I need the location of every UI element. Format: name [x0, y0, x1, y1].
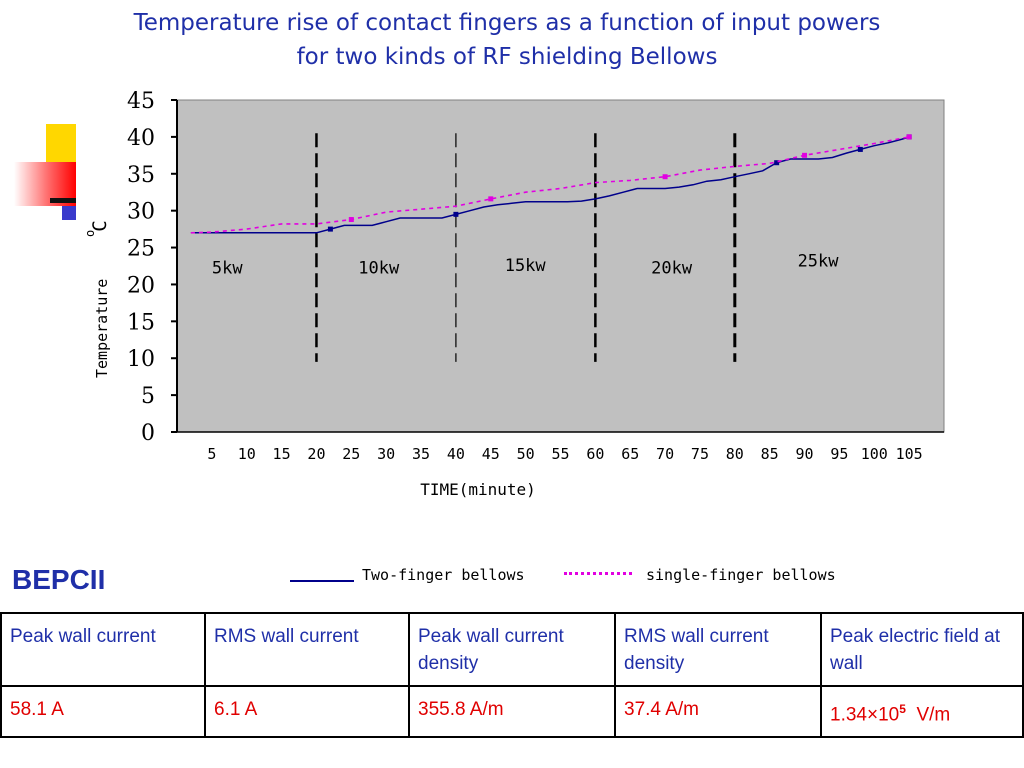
- two-finger-series-line: [190, 136, 910, 234]
- single-finger-point: [662, 174, 668, 180]
- legend-dotted-line: [564, 572, 632, 575]
- x-tick-label: 35: [412, 445, 430, 463]
- y-ticks: 0 5 10 15 20 25 30 35 40 45: [127, 89, 177, 446]
- y-tick-label: 15: [127, 310, 155, 335]
- two-finger-point: [453, 211, 459, 217]
- phase-label: 15kw: [505, 256, 547, 276]
- x-tick-label: 75: [691, 445, 709, 463]
- single-finger-point: [488, 196, 494, 202]
- y-axis-label: Temperature: [93, 279, 111, 378]
- table-header-row: Peak wall current RMS wall current Peak …: [0, 611, 1024, 688]
- header-rms-wall-current: RMS wall current: [204, 611, 410, 688]
- x-tick-label: 70: [656, 445, 674, 463]
- x-tick-label: 65: [621, 445, 639, 463]
- single-finger-point: [802, 152, 808, 158]
- value-peak-wall-current-density: 355.8 A/m: [408, 685, 616, 738]
- y-tick-label: 45: [127, 89, 155, 114]
- celsius-letter: C: [89, 220, 111, 231]
- title-line-1: Temperature rise of contact fingers as a…: [133, 10, 881, 36]
- slide-title: Temperature rise of contact fingers as a…: [0, 6, 1014, 74]
- two-finger-point: [327, 226, 333, 232]
- phase-labels: 5kw 10kw 15kw 20kw 25kw: [212, 252, 839, 279]
- series-group: [190, 134, 912, 234]
- x-tick-label: 90: [796, 445, 814, 463]
- phase-boundaries: [315, 133, 737, 362]
- single-finger-point: [348, 217, 354, 223]
- x-tick-label: 85: [761, 445, 779, 463]
- header-peak-wall-current: Peak wall current: [0, 611, 206, 688]
- title-line-2: for two kinds of RF shielding Bellows: [296, 44, 718, 70]
- decor-blue-square: [62, 206, 76, 220]
- y-tick-label: 10: [127, 347, 155, 372]
- plot-area: [176, 99, 945, 433]
- phase-label: 10kw: [358, 258, 400, 278]
- phase-label: 20kw: [651, 258, 693, 278]
- bepcii-label: BEPCII: [12, 564, 106, 595]
- temperature-chart: 0 5 10 15 20 25 30 35 40 45 5 10 15 20 25 30 35 40 45 50 55…: [83, 89, 945, 499]
- value-rms-wall-current: 6.1 A: [204, 685, 410, 738]
- x-tick-label: 30: [377, 445, 395, 463]
- x-tick-label: 60: [586, 445, 604, 463]
- y-tick-label: 40: [127, 126, 155, 151]
- efield-unit: V/m: [916, 704, 951, 726]
- efield-mantissa: 1.34×10: [830, 704, 900, 726]
- x-tick-label: 10: [238, 445, 256, 463]
- legend-two-finger-label: Two-finger bellows: [362, 566, 525, 584]
- degree-symbol: o: [83, 230, 97, 237]
- parameter-table: Peak wall current RMS wall current Peak …: [0, 611, 1024, 738]
- single-finger-series-line: [190, 136, 910, 234]
- x-tick-label: 105: [896, 445, 923, 463]
- y-tick-label: 35: [127, 163, 155, 188]
- decor-yellow-square: [46, 124, 76, 164]
- x-tick-label: 15: [273, 445, 291, 463]
- value-rms-wall-current-density: 37.4 A/m: [614, 685, 822, 738]
- x-axis-label: TIME(minute): [420, 480, 536, 499]
- legend-single-finger-label: single-finger bellows: [646, 566, 836, 584]
- x-tick-label: 80: [726, 445, 744, 463]
- x-tick-label: 40: [447, 445, 465, 463]
- table-value-row: 58.1 A 6.1 A 355.8 A/m 37.4 A/m 1.34×105…: [0, 685, 1024, 738]
- header-rms-wall-current-density: RMS wall current density: [614, 611, 822, 688]
- x-tick-label: 50: [517, 445, 535, 463]
- header-peak-electric-field: Peak electric field at wall: [820, 611, 1024, 688]
- x-tick-label: 100: [861, 445, 888, 463]
- efield-exponent: 5: [899, 702, 906, 717]
- phase-label: 25kw: [798, 252, 840, 272]
- value-peak-electric-field: 1.34×105 V/m: [820, 685, 1024, 738]
- x-tick-label: 55: [551, 445, 569, 463]
- y-tick-label: 0: [141, 421, 155, 446]
- phase-label: 5kw: [212, 258, 243, 278]
- single-finger-point: [906, 134, 912, 140]
- x-ticks: 5 10 15 20 25 30 35 40 45 50 55 60 65 70 75 80 85 90 95 100…: [207, 445, 922, 463]
- y-tick-label: 20: [127, 273, 155, 298]
- y-axis-unit: oC: [83, 220, 111, 237]
- y-tick-label: 25: [127, 237, 155, 262]
- two-finger-point: [857, 146, 863, 152]
- y-tick-label: 5: [141, 384, 155, 409]
- decor-black-bar: [50, 198, 76, 203]
- x-tick-label: 45: [482, 445, 500, 463]
- x-tick-label: 20: [307, 445, 325, 463]
- two-finger-point: [774, 160, 780, 166]
- value-peak-wall-current: 58.1 A: [0, 685, 206, 738]
- legend-solid-line: [290, 580, 354, 582]
- x-tick-label: 5: [207, 445, 216, 463]
- y-tick-label: 30: [127, 200, 155, 225]
- x-tick-label: 25: [342, 445, 360, 463]
- header-peak-wall-current-density: Peak wall current density: [408, 611, 616, 688]
- x-tick-label: 95: [830, 445, 848, 463]
